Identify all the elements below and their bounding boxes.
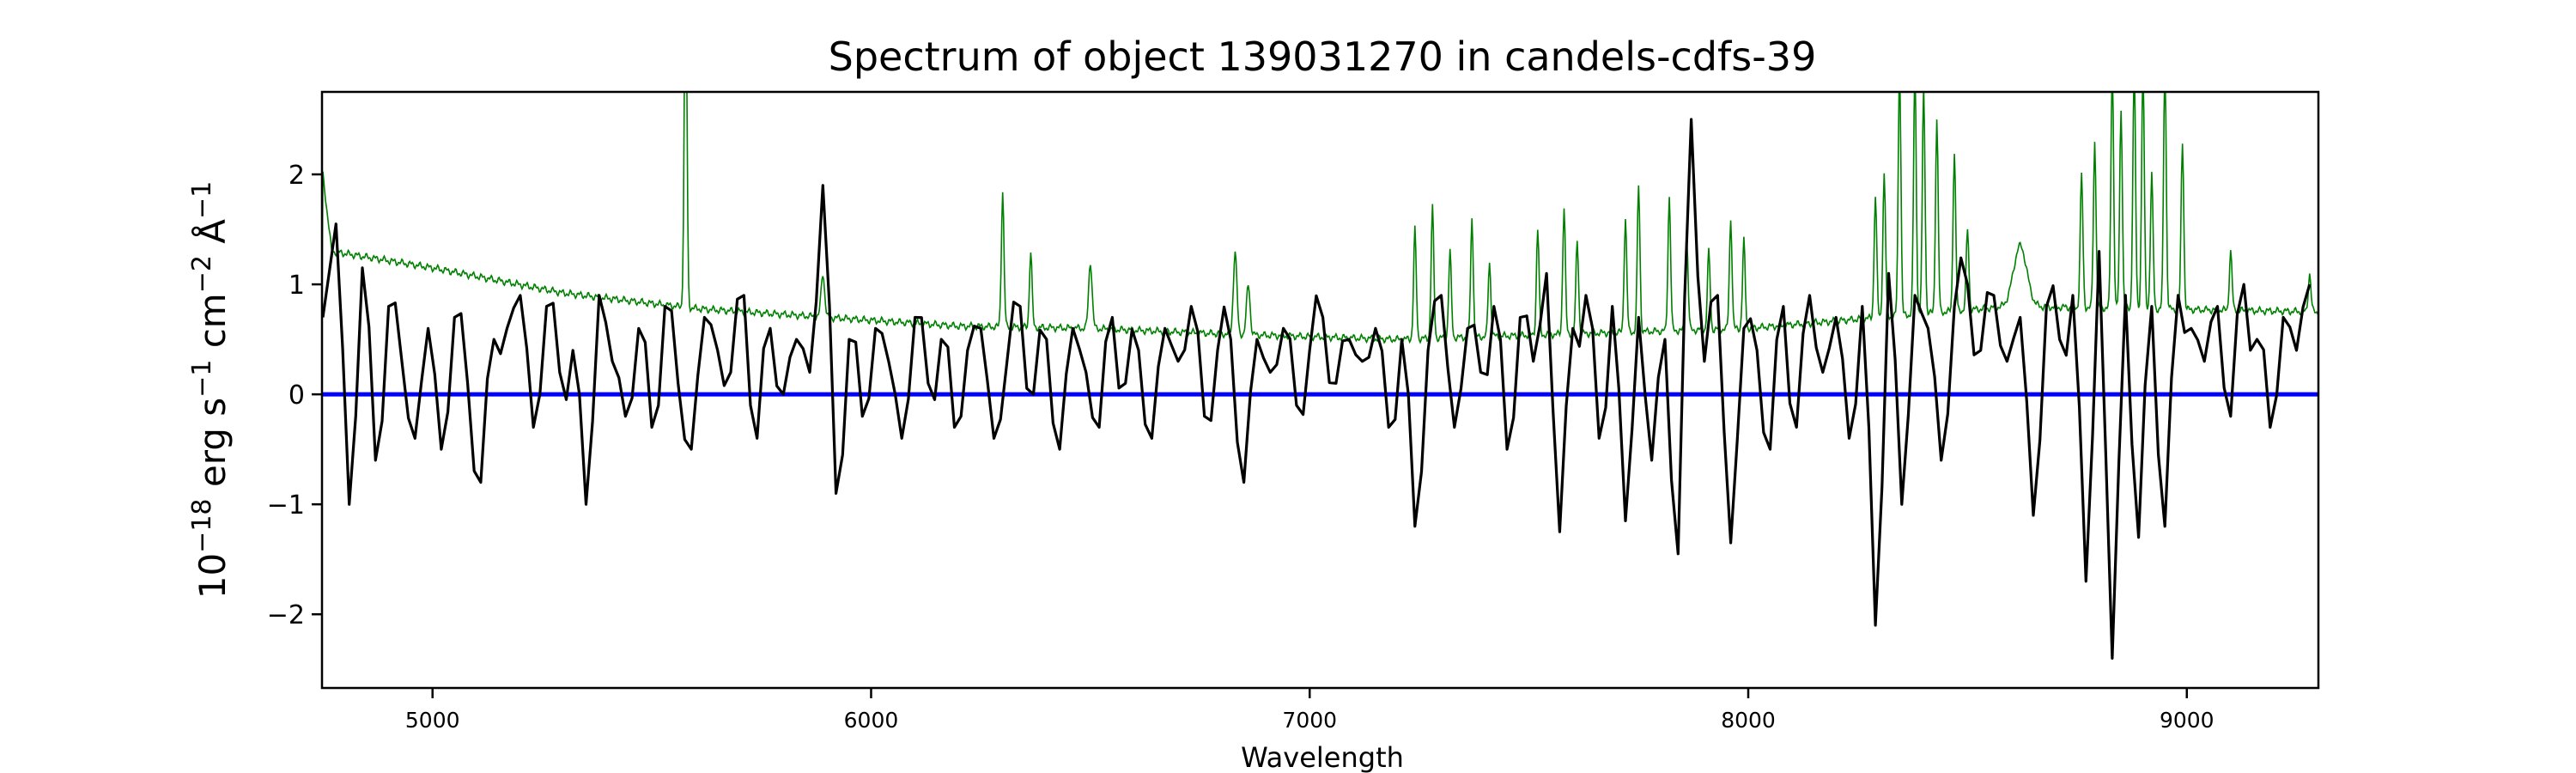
y-label-exponent: −1 bbox=[187, 360, 217, 398]
chart-title: Spectrum of object 139031270 in candels-… bbox=[829, 33, 1817, 80]
plot-area bbox=[322, 92, 2318, 660]
y-tick-label: −2 bbox=[267, 600, 305, 630]
x-tick-label: 6000 bbox=[844, 708, 899, 733]
x-tick-label: 8000 bbox=[1721, 708, 1776, 733]
y-label-exponent: −18 bbox=[187, 499, 217, 553]
y-label-text: Å bbox=[191, 219, 234, 255]
x-axis: 5000 6000 7000 8000 9000 bbox=[405, 688, 2215, 733]
y-tick-label: −1 bbox=[267, 490, 305, 520]
y-tick-label: 0 bbox=[289, 380, 305, 411]
y-tick-label: 2 bbox=[289, 161, 305, 191]
axes-frame bbox=[320, 90, 2320, 690]
y-axis-label: 10−18 erg s−1 cm−2 Å−1 bbox=[187, 181, 234, 600]
x-tick-label: 9000 bbox=[2160, 708, 2215, 733]
flux-spectrum-line bbox=[322, 118, 2312, 660]
x-tick-label: 7000 bbox=[1282, 708, 1337, 733]
x-tick-label: 5000 bbox=[405, 708, 460, 733]
y-label-text: 10 bbox=[191, 553, 234, 599]
y-label-exponent: −1 bbox=[187, 181, 217, 219]
y-axis: −2 −1 0 1 2 bbox=[267, 161, 322, 630]
y-label-exponent: −2 bbox=[187, 255, 217, 293]
x-axis-label: Wavelength bbox=[1241, 741, 1404, 773]
y-tick-label: 1 bbox=[289, 271, 305, 301]
y-label-text: erg s bbox=[191, 398, 234, 499]
y-label-text: cm bbox=[191, 293, 234, 359]
